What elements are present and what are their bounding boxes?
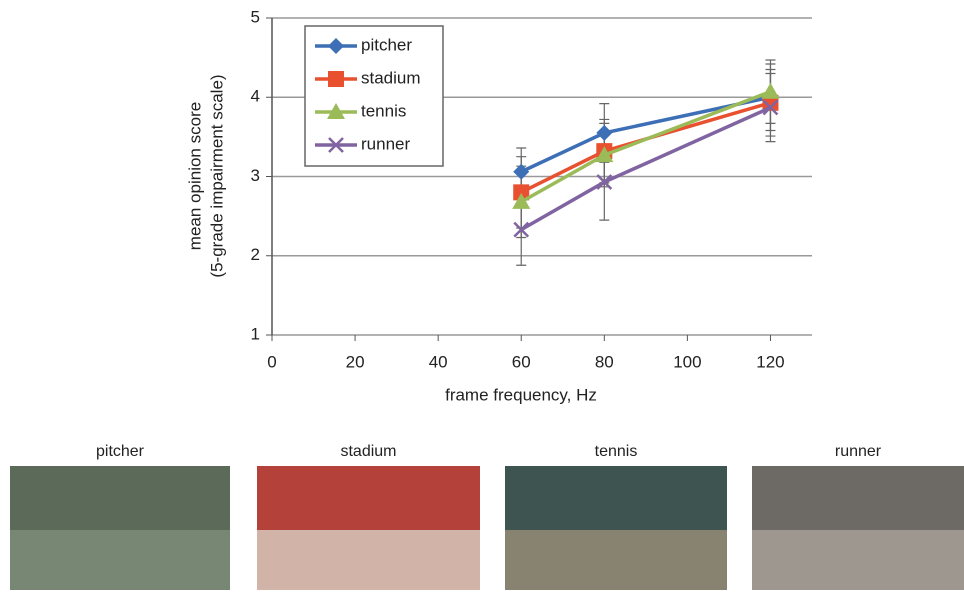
x-tick-label: 120 (756, 352, 784, 371)
x-tick-label: 20 (346, 352, 365, 371)
series-line (521, 97, 770, 171)
marker (596, 125, 612, 141)
series-line (521, 108, 770, 230)
marker (513, 164, 529, 180)
x-tick-label: 40 (429, 352, 448, 371)
legend-marker (328, 71, 344, 87)
x-tick-label: 80 (595, 352, 614, 371)
legend-label: runner (361, 134, 410, 153)
legend-label: tennis (361, 101, 406, 120)
y-tick-label: 5 (251, 7, 260, 26)
thumbnail-ground (505, 530, 727, 590)
image-caption: stadium (340, 443, 396, 460)
y-tick-label: 4 (251, 87, 260, 106)
x-tick-label: 100 (673, 352, 701, 371)
y-tick-label: 1 (251, 324, 260, 343)
thumbnail-ground (752, 530, 964, 590)
series-line (521, 92, 770, 202)
thumbnail-ground (10, 530, 230, 590)
marker (761, 83, 779, 99)
image-caption: runner (835, 443, 882, 460)
image-caption: pitcher (96, 443, 145, 460)
x-axis-label: frame frequency, Hz (445, 385, 597, 404)
x-tick-label: 0 (267, 352, 276, 371)
y-tick-label: 3 (251, 166, 260, 185)
image-caption: tennis (595, 443, 638, 460)
y-tick-label: 2 (251, 245, 260, 264)
legend-label: pitcher (361, 35, 412, 54)
y-axis-label: mean opinion score (185, 102, 204, 250)
thumbnail-ground (257, 530, 480, 590)
y-axis-label: (5-grade impairment scale) (207, 74, 226, 277)
x-tick-label: 60 (512, 352, 531, 371)
legend-label: stadium (361, 68, 421, 87)
figure: mean opinion score (5-grade impairment s… (0, 0, 964, 590)
